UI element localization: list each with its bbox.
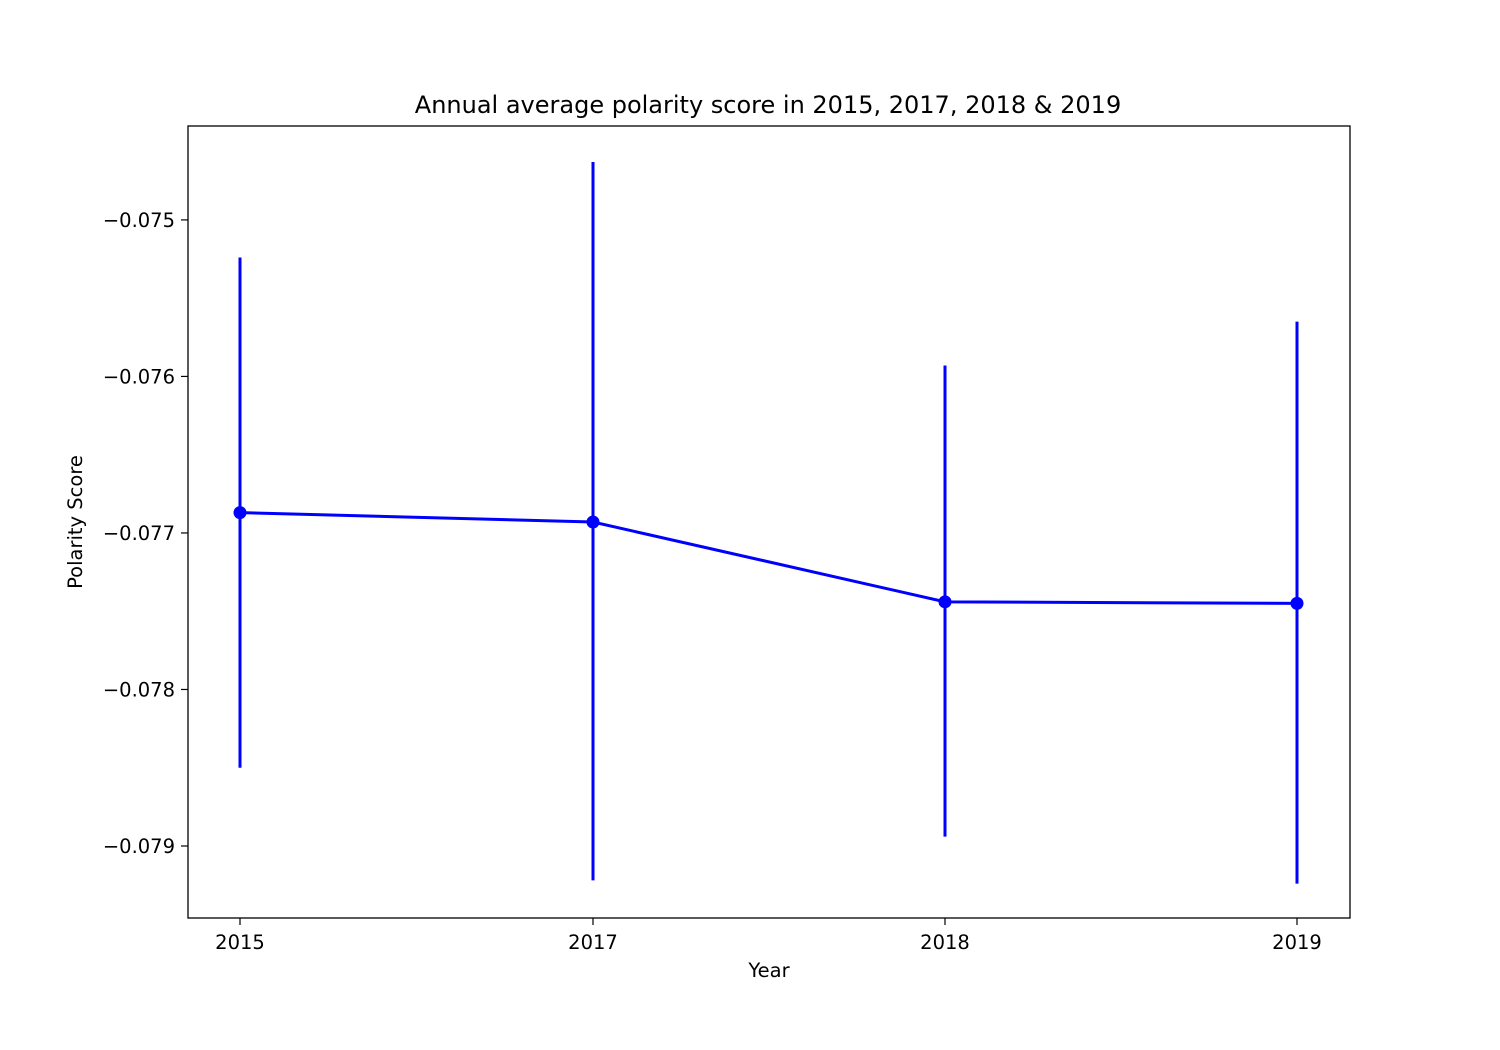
chart-title: Annual average polarity score in 2015, 2… — [415, 91, 1121, 119]
data-point — [938, 595, 952, 609]
y-tick-label: −0.076 — [103, 365, 175, 388]
y-axis-ticks: −0.075 −0.076 −0.077 −0.078 −0.079 — [103, 209, 188, 858]
x-axis-ticks: 2015 2017 2018 2019 — [215, 918, 1322, 954]
plot-frame — [187, 125, 1351, 919]
y-tick-label: −0.079 — [103, 835, 175, 858]
data-point — [233, 506, 247, 520]
y-axis-label: Polarity Score — [64, 455, 87, 589]
y-tick-label: −0.075 — [103, 209, 175, 232]
x-tick-label: 2018 — [920, 931, 970, 954]
series-line — [239, 511, 1298, 605]
y-tick-label: −0.078 — [103, 678, 175, 701]
y-tick-label: −0.077 — [103, 522, 175, 545]
data-point — [1290, 596, 1304, 610]
x-tick-label: 2015 — [215, 931, 265, 954]
x-axis-label: Year — [747, 959, 790, 982]
x-tick-label: 2017 — [568, 931, 618, 954]
plot-area — [233, 162, 1304, 884]
x-tick-label: 2019 — [1272, 931, 1322, 954]
data-point — [586, 515, 600, 529]
